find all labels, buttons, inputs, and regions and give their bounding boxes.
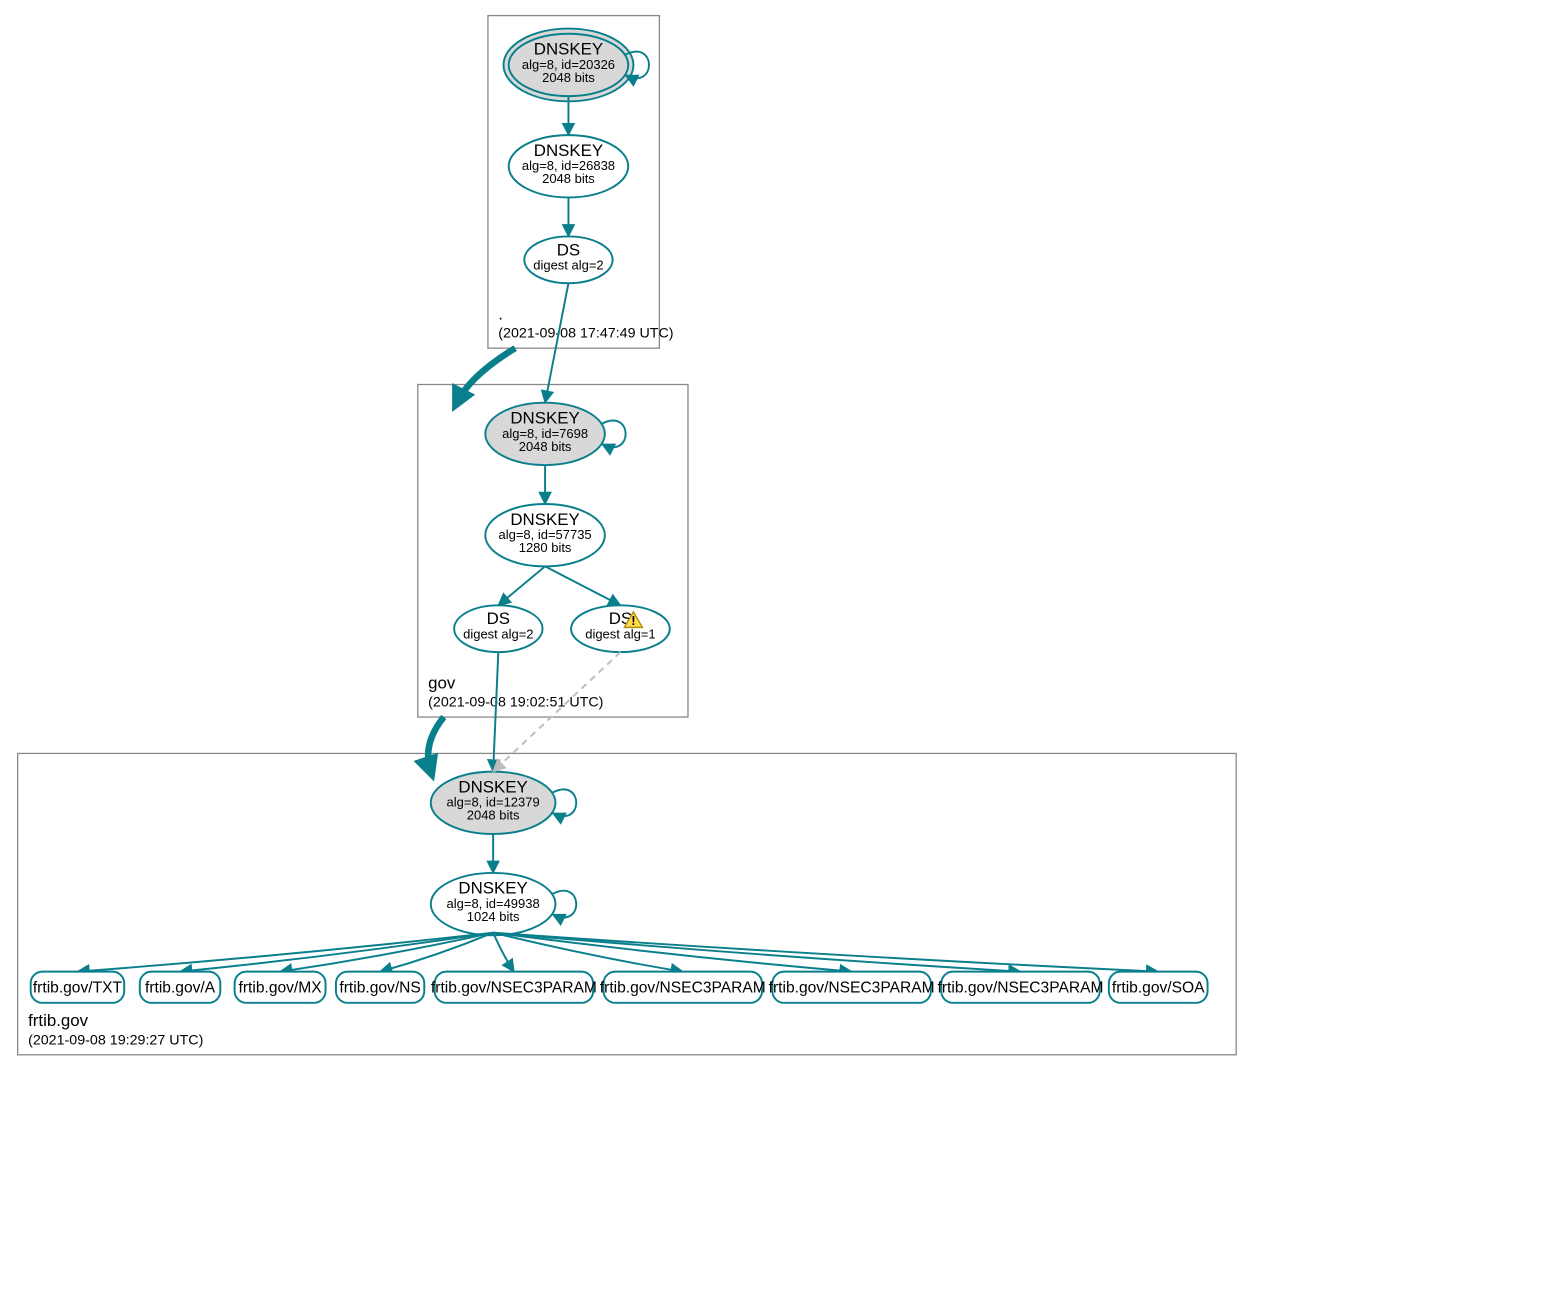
zone-label-gov: gov — [428, 673, 456, 692]
svg-text:frtib.gov/NS: frtib.gov/NS — [339, 979, 420, 996]
edge — [498, 566, 545, 605]
zone-box-frtib — [18, 753, 1236, 1054]
svg-text:frtib.gov/NSEC3PARAM: frtib.gov/NSEC3PARAM — [431, 979, 597, 996]
svg-text:1024 bits: 1024 bits — [467, 909, 520, 924]
svg-text:frtib.gov/A: frtib.gov/A — [145, 979, 216, 996]
svg-text:digest alg=2: digest alg=2 — [463, 626, 533, 641]
svg-text:DNSKEY: DNSKEY — [534, 40, 603, 59]
zone-label-root: . — [498, 305, 503, 324]
svg-text:DS: DS — [487, 609, 510, 628]
svg-text:2048 bits: 2048 bits — [542, 70, 595, 85]
svg-text:frtib.gov/NSEC3PARAM: frtib.gov/NSEC3PARAM — [938, 979, 1104, 996]
svg-text:2048 bits: 2048 bits — [519, 439, 572, 454]
svg-text:frtib.gov/MX: frtib.gov/MX — [239, 979, 323, 996]
svg-text:frtib.gov/TXT: frtib.gov/TXT — [33, 979, 123, 996]
edge — [77, 933, 493, 972]
dnssec-chain-diagram: . (2021-09-08 17:47:49 UTC) gov (2021-09-08… — [0, 0, 1563, 1299]
svg-text:digest alg=1: digest alg=1 — [585, 626, 655, 641]
zone-delegation-edge — [457, 348, 515, 403]
zone-timestamp-root: (2021-09-08 17:47:49 UTC) — [498, 326, 673, 342]
zone-delegation-edge — [428, 717, 444, 772]
svg-text:DS: DS — [557, 240, 580, 259]
svg-text:digest alg=2: digest alg=2 — [533, 258, 603, 273]
svg-text:DNSKEY: DNSKEY — [534, 141, 603, 160]
svg-text:DNSKEY: DNSKEY — [458, 777, 527, 796]
svg-text:frtib.gov/SOA: frtib.gov/SOA — [1112, 979, 1205, 996]
svg-text:2048 bits: 2048 bits — [542, 171, 595, 186]
svg-text:!: ! — [631, 613, 635, 628]
svg-text:2048 bits: 2048 bits — [467, 808, 520, 823]
zone-timestamp-frtib: (2021-09-08 19:29:27 UTC) — [28, 1032, 203, 1048]
svg-text:frtib.gov/NSEC3PARAM: frtib.gov/NSEC3PARAM — [769, 979, 935, 996]
svg-text:DNSKEY: DNSKEY — [510, 510, 579, 529]
edge — [493, 933, 1158, 972]
edge — [493, 933, 514, 972]
svg-text:1280 bits: 1280 bits — [519, 540, 572, 555]
svg-text:DNSKEY: DNSKEY — [510, 408, 579, 427]
svg-text:DNSKEY: DNSKEY — [458, 879, 527, 898]
zone-timestamp-gov: (2021-09-08 19:02:51 UTC) — [428, 695, 603, 711]
edge — [545, 566, 620, 605]
zone-label-frtib: frtib.gov — [28, 1011, 89, 1030]
svg-text:frtib.gov/NSEC3PARAM: frtib.gov/NSEC3PARAM — [600, 979, 766, 996]
